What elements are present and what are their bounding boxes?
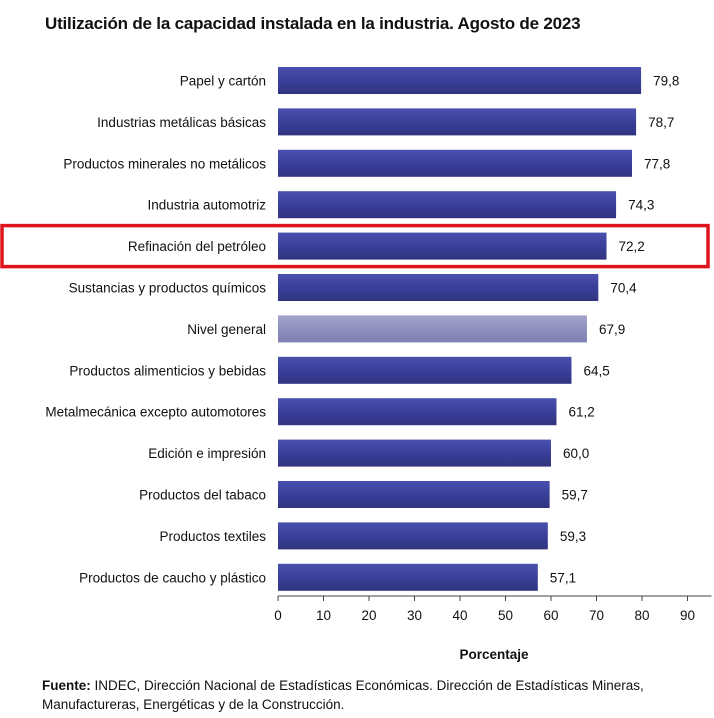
chart-title: Utilización de la capacidad instalada en… (45, 14, 581, 33)
value-label: 59,7 (562, 488, 588, 503)
bar (278, 356, 572, 384)
category-label: Papel y cartón (180, 74, 266, 89)
highlight-box (0, 223, 710, 269)
bar-chart: Papel y cartón 79,8 Industrias metálicas b… (0, 67, 712, 662)
bar (278, 67, 642, 94)
value-label: 72,2 (619, 239, 645, 254)
category-label: Nivel general (187, 322, 266, 337)
bar (278, 108, 637, 136)
bar (278, 315, 587, 343)
x-tick-label: 20 (361, 608, 376, 623)
bar (278, 481, 550, 508)
category-label: Metalmecánica excepto automotores (45, 405, 266, 420)
category-label: Edición e impresión (148, 446, 266, 461)
bar (278, 149, 632, 177)
category-label: Productos del tabaco (139, 488, 266, 503)
bar (278, 191, 617, 219)
value-label: 60,0 (563, 446, 589, 461)
x-tick-label: 60 (543, 608, 558, 623)
value-label: 74,3 (628, 198, 654, 213)
x-tick-label: 70 (589, 608, 604, 623)
category-label: Industria automotriz (147, 198, 266, 213)
value-label: 61,2 (568, 405, 594, 420)
category-label: Industrias metálicas básicas (97, 115, 266, 130)
x-tick-label: 30 (407, 608, 422, 623)
value-label: 78,7 (648, 115, 674, 130)
bar (278, 439, 551, 467)
value-label: 64,5 (583, 363, 609, 378)
value-label: 70,4 (610, 281, 637, 296)
value-label: 59,3 (560, 529, 586, 544)
value-label: 67,9 (599, 322, 625, 337)
value-label: 77,8 (644, 156, 670, 171)
value-label: 57,1 (550, 570, 576, 585)
category-label: Productos alimenticios y bebidas (69, 363, 266, 378)
category-label: Sustancias y productos químicos (69, 281, 267, 296)
bar (278, 232, 607, 260)
category-label: Productos minerales no metálicos (63, 156, 266, 171)
x-axis-label: Porcentaje (459, 647, 529, 662)
bar (278, 274, 599, 301)
x-tick-label: 10 (316, 608, 331, 623)
value-label: 79,8 (653, 74, 679, 89)
x-tick-label: 50 (498, 608, 513, 623)
x-tick-label: 40 (452, 608, 467, 623)
source-text: INDEC, Dirección Nacional de Estadística… (42, 678, 644, 712)
source-label: Fuente: (42, 678, 91, 693)
bar (278, 522, 548, 550)
category-label: Refinación del petróleo (128, 239, 266, 254)
x-tick-label: 90 (680, 608, 695, 623)
category-label: Productos de caucho y plástico (79, 570, 266, 585)
bar (278, 398, 557, 426)
x-tick-label: 80 (634, 608, 649, 623)
bar (278, 563, 538, 591)
x-tick-label: 0 (274, 608, 282, 623)
category-label: Productos textiles (159, 529, 266, 544)
source-note: Fuente: INDEC, Dirección Nacional de Est… (42, 676, 707, 714)
